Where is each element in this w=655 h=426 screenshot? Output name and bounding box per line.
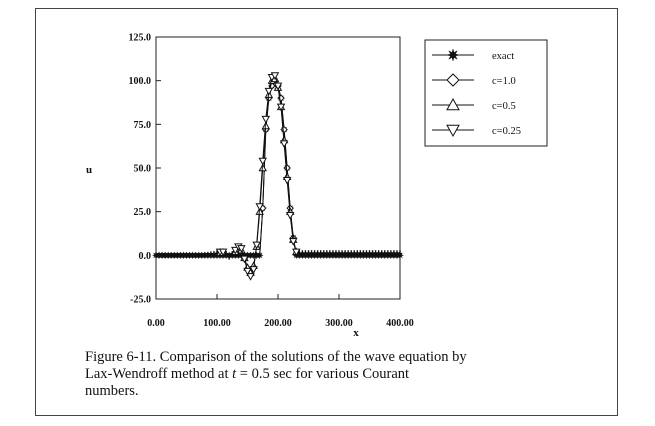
legend-label: c=1.0 — [492, 76, 516, 87]
y-tick-label: 25.0 — [134, 207, 152, 218]
data-point — [270, 72, 280, 80]
x-tick-label: 400.00 — [386, 318, 414, 329]
caption-line-1: Figure 6-11. Comparison of the solutions… — [85, 349, 467, 365]
data-point — [282, 177, 292, 185]
caption-line-3: numbers. — [85, 383, 139, 399]
legend-label: exact — [492, 51, 514, 62]
legend-marker — [446, 97, 460, 111]
y-tick-label: 100.0 — [129, 76, 152, 87]
x-tick-label: 300.00 — [325, 318, 353, 329]
x-axis-ticks: 0.00 100.00 200.00 300.00 400.00 — [147, 294, 414, 329]
legend: exact c=1.0 c=0.5 c=0.25 — [424, 39, 548, 147]
y-tick-label: 75.0 — [134, 120, 152, 131]
caption-variable-t: t — [232, 366, 237, 382]
data-point — [218, 248, 228, 257]
legend-marker — [446, 73, 460, 87]
figure-frame — [35, 8, 618, 416]
data-point — [243, 267, 252, 276]
y-tick-label: 125.0 — [129, 33, 152, 44]
data-point — [252, 241, 261, 250]
data-point — [240, 255, 249, 264]
series-line — [156, 79, 400, 256]
legend-item-0: exact — [432, 48, 514, 62]
series-line — [156, 79, 400, 256]
y-axis-label: u — [86, 164, 92, 176]
data-point — [237, 245, 246, 253]
legend-marker — [446, 48, 460, 62]
caption-line-2: Lax-Wendroff method at t = 0.5 sec for v… — [85, 366, 585, 383]
x-axis-label: x — [353, 327, 359, 339]
data-point — [292, 248, 301, 257]
y-tick-label: 0.0 — [139, 251, 152, 262]
data-point — [279, 140, 289, 148]
figure-caption: Figure 6-11. Comparison of the solutions… — [85, 349, 585, 400]
legend-box — [424, 39, 548, 147]
y-tick-label: 50.0 — [134, 164, 152, 175]
legend-item-3: c=0.25 — [432, 124, 521, 138]
x-tick-label: 100.00 — [203, 318, 231, 329]
x-tick-label: 0.00 — [147, 318, 165, 329]
data-point — [261, 115, 271, 124]
data-point — [258, 157, 267, 166]
legend-item-2: c=0.5 — [432, 97, 516, 112]
legend-label: c=0.5 — [492, 101, 516, 112]
caption-line-2-start: Lax-Wendroff method at — [85, 366, 233, 382]
data-point — [273, 82, 283, 91]
y-tick-label: -25.0 — [130, 295, 151, 306]
legend-label: c=0.25 — [492, 126, 521, 137]
series-3 — [155, 72, 401, 281]
data-point — [255, 203, 264, 211]
x-tick-label: 200.00 — [264, 318, 292, 329]
data-point — [289, 238, 298, 246]
data-point — [276, 103, 286, 112]
plot-area — [155, 36, 401, 300]
legend-item-1: c=1.0 — [432, 73, 516, 87]
legend-marker — [446, 124, 460, 138]
data-point — [249, 266, 258, 274]
series-layer — [151, 72, 405, 281]
data-point — [246, 273, 255, 281]
data-point — [285, 211, 295, 220]
data-point — [231, 246, 240, 255]
caption-line-2-end: = 0.5 sec for various Courant — [236, 366, 410, 382]
data-point — [264, 87, 274, 96]
